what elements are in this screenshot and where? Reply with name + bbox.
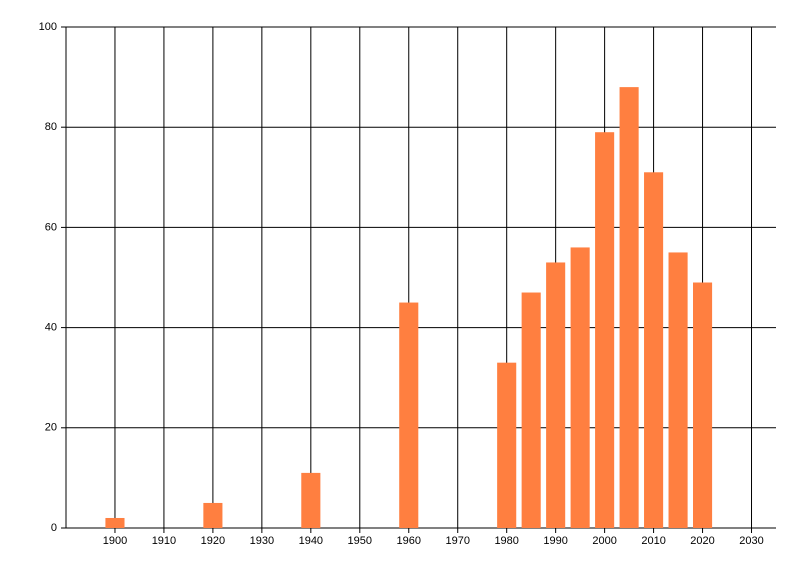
x-tick-label: 2000 [592, 535, 616, 547]
bar [521, 292, 541, 528]
bar [619, 87, 639, 529]
x-tick-label: 2020 [690, 535, 714, 547]
bar [497, 362, 517, 528]
x-tick-label: 1980 [494, 535, 518, 547]
y-tick-label: 0 [51, 522, 57, 534]
bar [105, 517, 125, 528]
y-tick-label: 80 [45, 121, 57, 133]
y-tick-label: 20 [45, 422, 57, 434]
bar [693, 282, 713, 528]
y-tick-label: 100 [39, 21, 57, 33]
y-tick-label: 60 [45, 221, 57, 233]
bar [668, 252, 688, 528]
x-tick-label: 1990 [543, 535, 567, 547]
y-tick-label: 40 [45, 322, 57, 334]
x-tick-label: 1960 [397, 535, 421, 547]
x-tick-label: 1930 [250, 535, 274, 547]
bar [399, 302, 419, 528]
bar [570, 247, 590, 528]
x-tick-label: 1920 [201, 535, 225, 547]
x-tick-label: 2030 [739, 535, 763, 547]
x-tick-label: 2010 [641, 535, 665, 547]
bar [546, 262, 566, 528]
x-tick-label: 1970 [445, 535, 469, 547]
bar [644, 172, 664, 529]
x-tick-label: 1900 [103, 535, 127, 547]
x-tick-label: 1910 [152, 535, 176, 547]
x-tick-label: 1940 [299, 535, 323, 547]
bar [203, 502, 223, 528]
bar [595, 132, 615, 528]
x-tick-label: 1950 [348, 535, 372, 547]
bar [301, 472, 321, 528]
